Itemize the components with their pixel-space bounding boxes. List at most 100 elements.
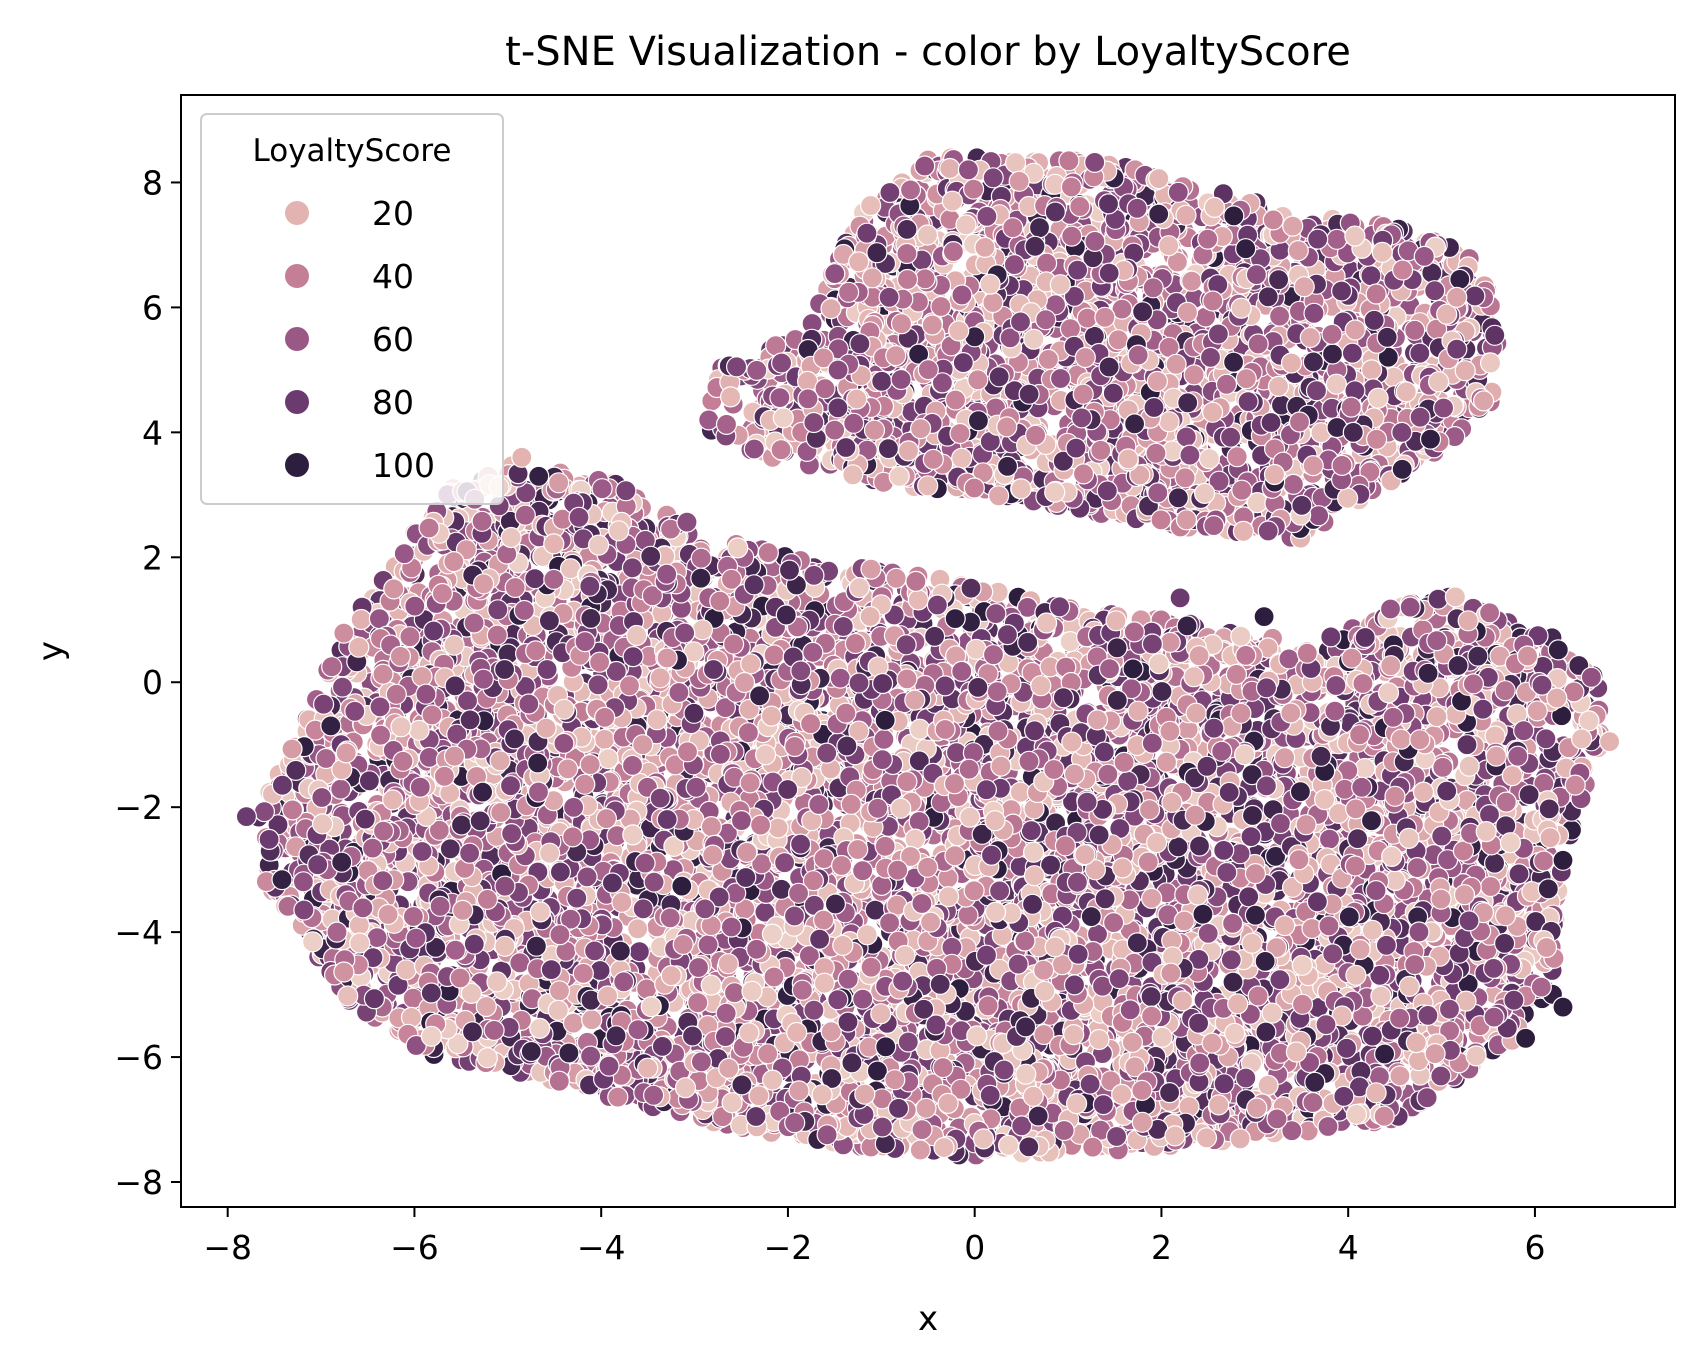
data-point: [1376, 326, 1398, 348]
data-point: [1454, 360, 1476, 382]
data-point: [1235, 238, 1257, 260]
data-point: [952, 352, 974, 374]
data-point: [1049, 367, 1072, 390]
data-point: [1097, 193, 1120, 215]
data-point: [746, 359, 768, 381]
data-point: [1291, 494, 1313, 516]
data-point: [1197, 228, 1219, 250]
data-point: [1076, 307, 1098, 329]
data-point: [1074, 346, 1096, 369]
data-point: [725, 356, 748, 378]
data-point: [1340, 396, 1362, 418]
data-point: [1299, 326, 1321, 349]
data-point: [1321, 343, 1344, 365]
data-point: [1142, 277, 1164, 299]
data-point: [1219, 426, 1242, 448]
data-point: [1449, 268, 1471, 290]
data-point: [1049, 274, 1071, 296]
data-point: [996, 416, 1018, 438]
data-point: [1193, 482, 1216, 504]
data-point: [1446, 286, 1468, 308]
data-point: [941, 190, 964, 212]
data-point: [1363, 309, 1385, 331]
data-point: [1424, 280, 1446, 302]
data-point: [967, 369, 989, 391]
data-point: [987, 485, 1010, 507]
data-point: [922, 448, 944, 470]
data-point: [1223, 205, 1245, 227]
data-point: [944, 389, 967, 411]
data-point: [1365, 428, 1388, 450]
data-point: [1247, 333, 1269, 355]
data-point: [1002, 217, 1024, 239]
data-point: [1123, 413, 1146, 435]
data-point: [863, 419, 886, 441]
data-point: [982, 291, 1004, 314]
data-point: [715, 413, 738, 435]
data-point: [837, 281, 860, 303]
data-point: [1126, 197, 1148, 219]
data-point: [885, 345, 907, 367]
data-point: [988, 366, 1010, 388]
data-point: [1117, 448, 1139, 470]
data-point: [879, 181, 901, 204]
data-point: [719, 386, 742, 408]
data-point: [1148, 168, 1170, 190]
data-point: [1232, 520, 1255, 543]
data-point: [1237, 391, 1259, 413]
data-point: [1102, 382, 1124, 404]
data-point: [1230, 297, 1252, 319]
data-point: [1330, 280, 1353, 302]
data-point: [1409, 342, 1431, 364]
data-point: [1018, 383, 1040, 405]
data-point: [871, 370, 893, 392]
data-point: [930, 295, 952, 318]
data-point: [1174, 467, 1196, 489]
data-point: [942, 241, 965, 263]
data-point: [1336, 487, 1359, 509]
data-point: [866, 242, 888, 264]
data-point: [1148, 203, 1170, 225]
data-point: [951, 284, 973, 306]
data-point: [1146, 370, 1169, 392]
data-point: [949, 422, 971, 445]
data-point: [917, 359, 939, 381]
data-point: [797, 388, 819, 410]
data-point: [1287, 240, 1309, 262]
data-point: [859, 194, 882, 217]
data-point: [1305, 380, 1328, 402]
data-point: [842, 464, 864, 486]
data-point: [899, 179, 922, 201]
data-point: [1183, 364, 1205, 386]
data-point: [1008, 170, 1030, 192]
data-point: [1203, 196, 1226, 218]
data-point: [1058, 150, 1080, 172]
data-point: [1391, 421, 1413, 443]
data-point: [1413, 245, 1435, 267]
data-point: [962, 178, 985, 200]
data-point: [1260, 411, 1282, 434]
data-point: [1010, 478, 1032, 500]
data-point: [1035, 252, 1058, 274]
data-point: [1263, 463, 1286, 486]
data-point: [1302, 455, 1324, 477]
data-point: [772, 407, 794, 429]
data-point: [1199, 346, 1222, 368]
data-point: [1069, 195, 1091, 218]
data-point: [1360, 265, 1382, 287]
data-point: [982, 167, 1004, 189]
data-point: [1268, 305, 1291, 327]
data-point: [877, 438, 900, 460]
data-point: [1094, 306, 1116, 328]
data-point: [1293, 276, 1315, 298]
data-point: [1072, 383, 1094, 405]
data-point: [1181, 270, 1203, 292]
data-point: [890, 368, 912, 391]
data-point: [1321, 323, 1343, 345]
data-point: [939, 157, 961, 180]
data-point: [1096, 480, 1118, 502]
data-point: [1288, 411, 1311, 433]
data-point: [1226, 446, 1248, 468]
data-point: [1331, 454, 1353, 476]
